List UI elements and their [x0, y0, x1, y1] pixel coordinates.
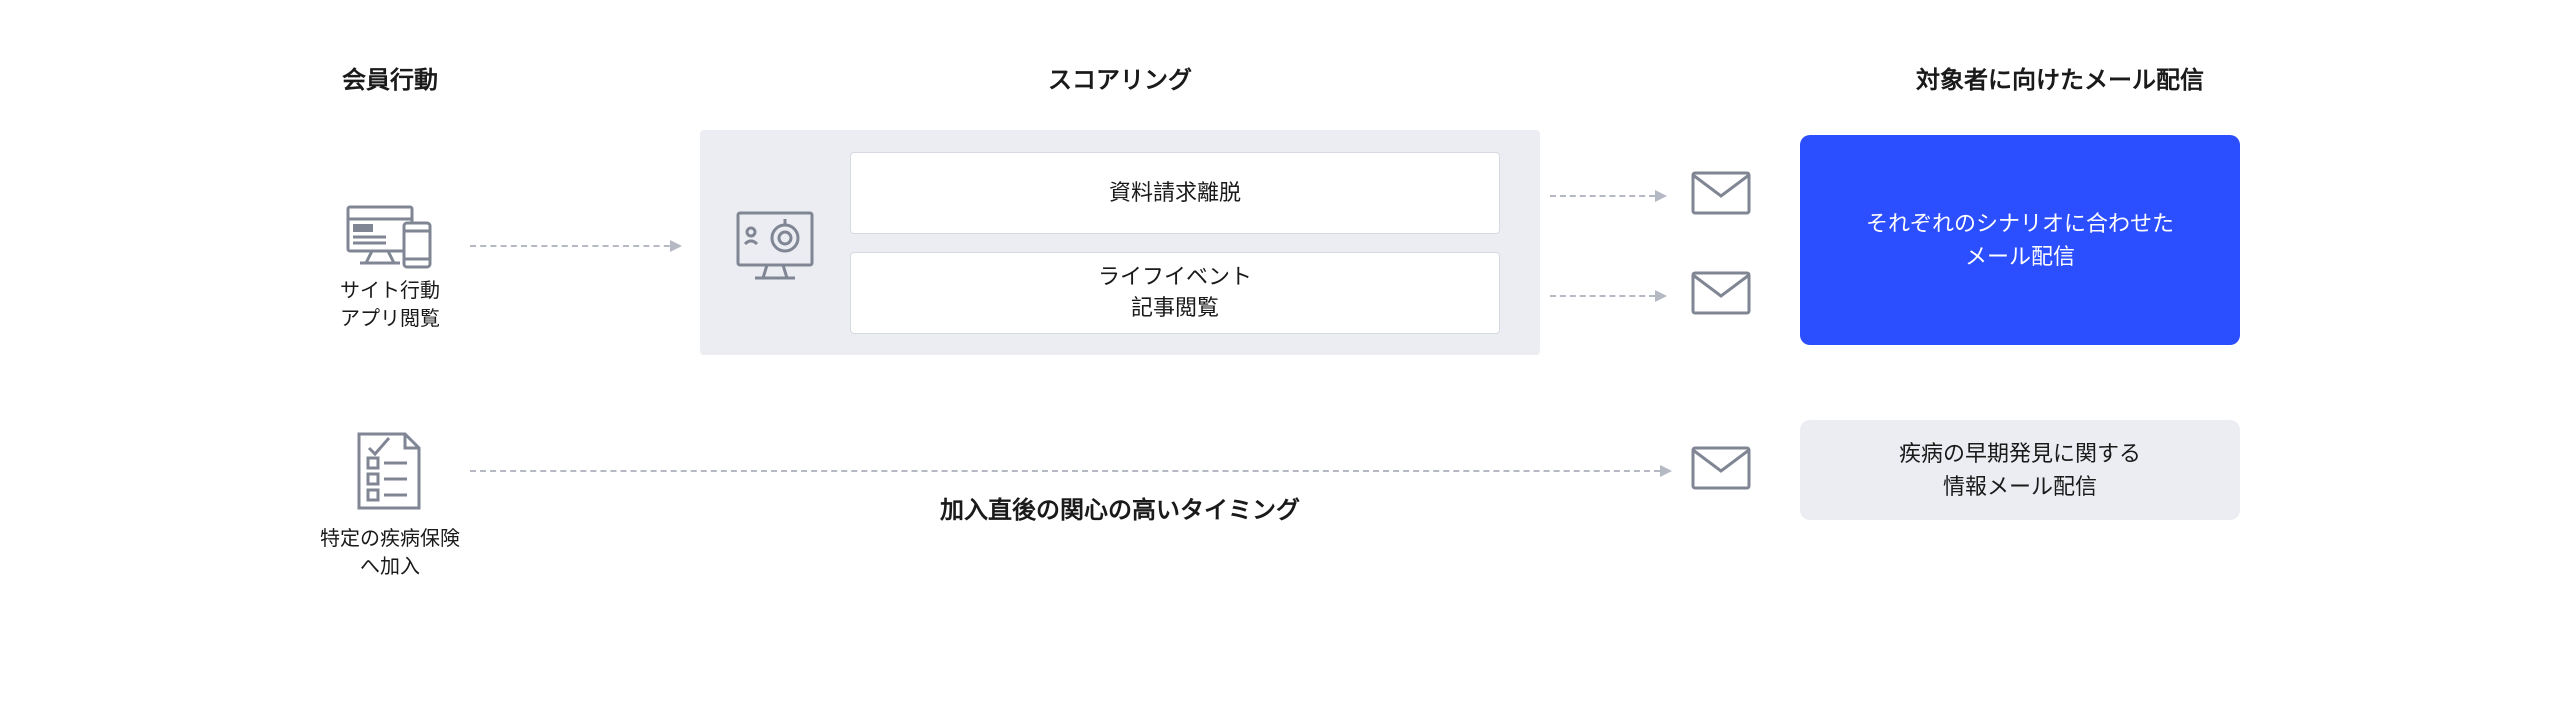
header-col3: 対象者に向けたメール配信: [1880, 60, 2240, 95]
envelope-icon: [1690, 170, 1752, 221]
header-col2: スコアリング: [860, 60, 1380, 95]
arrow-site-to-scoring: [470, 245, 680, 247]
disease-info-mail-line2: 情報メール配信: [1943, 474, 2097, 499]
scoring-box-2-line2: 記事閲覧: [1131, 295, 1219, 320]
site-caption: サイト行動 アプリ閲覧: [320, 277, 460, 333]
scenario-mail-line2: メール配信: [1965, 244, 2075, 269]
checklist-document-icon: [355, 499, 425, 516]
scoring-box-2-label: ライフイベント 記事閲覧: [1098, 262, 1252, 324]
scenario-mail-box: それぞれのシナリオに合わせた メール配信: [1800, 135, 2240, 345]
scenario-mail-text: それぞれのシナリオに合わせた メール配信: [1866, 207, 2174, 273]
scoring-box-2: ライフイベント 記事閲覧: [850, 252, 1500, 334]
arrow-box1-to-mail: [1550, 195, 1665, 197]
scoring-monitor-icon: [735, 210, 815, 287]
flow-diagram: 会員行動 スコアリング 対象者に向けたメール配信 サイト行動 アプリ閲覧: [260, 60, 2300, 660]
scoring-box-1: 資料請求離脱: [850, 152, 1500, 234]
arrow-box2-to-mail: [1550, 295, 1665, 297]
envelope-icon: [1690, 270, 1752, 321]
disease-info-mail-line1: 疾病の早期発見に関する: [1899, 441, 2141, 466]
scenario-mail-line1: それぞれのシナリオに合わせた: [1866, 211, 2174, 236]
monitor-phone-icon: [320, 205, 460, 269]
insurance-node: 特定の疾病保険へ加入: [320, 430, 460, 581]
envelope-icon: [1690, 445, 1752, 496]
scoring-box-2-line1: ライフイベント: [1098, 264, 1252, 289]
header-col1: 会員行動: [260, 60, 520, 95]
site-caption-line1: サイト行動: [340, 280, 440, 302]
insurance-caption: 特定の疾病保険へ加入: [320, 525, 460, 581]
scoring-panel: 資料請求離脱 ライフイベント 記事閲覧: [700, 130, 1540, 355]
arrow-insurance-to-mail: [470, 470, 1670, 472]
timing-label: 加入直後の関心の高いタイミング: [700, 490, 1540, 525]
disease-info-mail-box: 疾病の早期発見に関する 情報メール配信: [1800, 420, 2240, 520]
site-app-node: サイト行動 アプリ閲覧: [320, 205, 460, 333]
site-caption-line2: アプリ閲覧: [340, 308, 440, 330]
scoring-box-1-label: 資料請求離脱: [1109, 178, 1241, 209]
disease-info-mail-text: 疾病の早期発見に関する 情報メール配信: [1899, 437, 2141, 503]
